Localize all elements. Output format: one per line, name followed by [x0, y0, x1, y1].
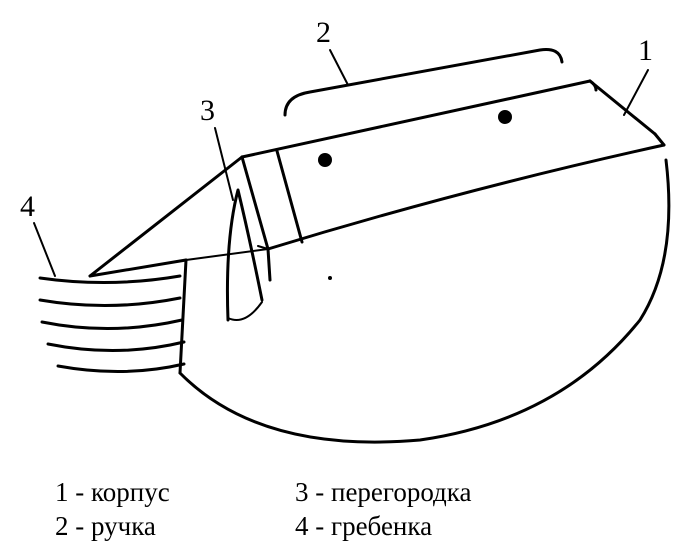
legend-sep: -	[69, 511, 92, 541]
legend-sep: -	[69, 477, 92, 507]
callout-4: 4	[20, 192, 35, 222]
legend-item-2: 2 - ручка	[55, 512, 295, 542]
diagram-canvas: 1 2 3 4 1 - корпус 2 - ручка 3 - перегор…	[0, 0, 690, 551]
callout-2: 2	[316, 18, 331, 48]
legend-label: корпус	[91, 477, 170, 507]
legend-num: 1	[55, 477, 69, 507]
legend-num: 2	[55, 511, 69, 541]
legend-col-left: 1 - корпус 2 - ручка	[55, 478, 295, 541]
callout-1: 1	[638, 36, 653, 66]
legend-label: перегородка	[331, 477, 471, 507]
legend-num: 4	[295, 511, 309, 541]
legend-col-right: 3 - перегородка 4 - гребенка	[295, 478, 595, 541]
legend-num: 3	[295, 477, 309, 507]
legend-sep: -	[309, 477, 332, 507]
legend-item-3: 3 - перегородка	[295, 478, 595, 508]
legend-label: гребенка	[331, 511, 432, 541]
legend-item-1: 1 - корпус	[55, 478, 295, 508]
callout-3: 3	[200, 96, 215, 126]
legend: 1 - корпус 2 - ручка 3 - перегородка 4 -…	[55, 478, 615, 541]
legend-sep: -	[309, 511, 332, 541]
legend-item-4: 4 - гребенка	[295, 512, 595, 542]
scoop-drawing	[0, 0, 690, 470]
legend-label: ручка	[91, 511, 156, 541]
